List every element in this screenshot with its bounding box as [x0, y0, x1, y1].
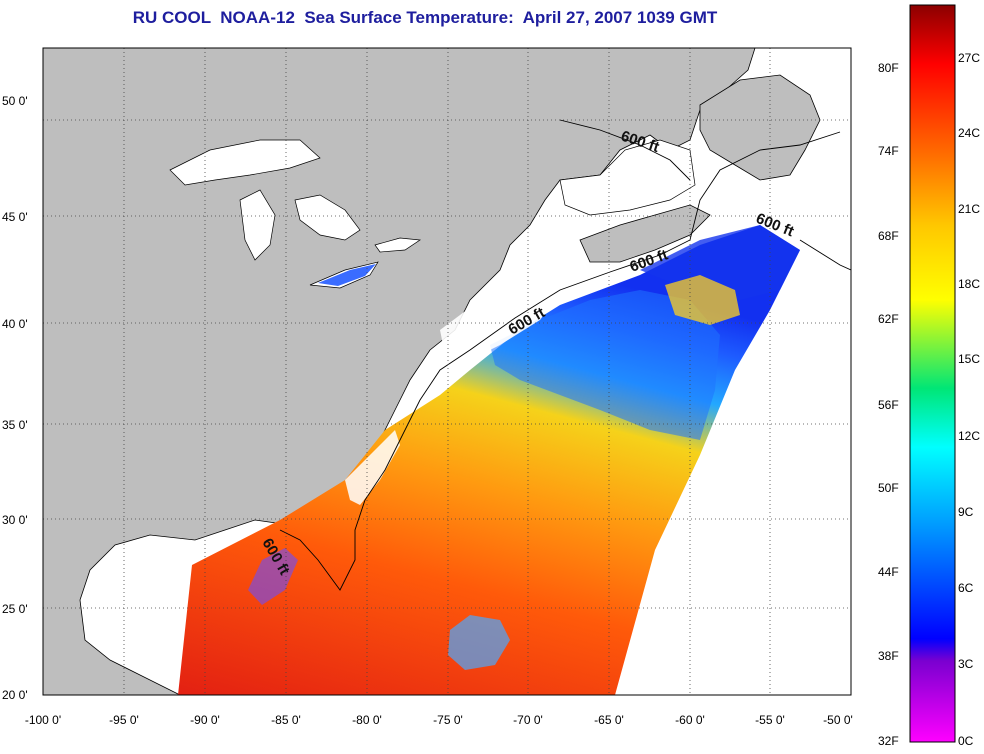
colorbar-c-label: 15C	[958, 352, 980, 366]
nova-scotia-land	[579, 204, 711, 263]
colorbar-c-label: 21C	[958, 202, 980, 216]
colorbar-f-label: 44F	[878, 565, 899, 579]
colorbar-c-label: 6C	[958, 581, 974, 595]
colorbar-f-label: 56F	[878, 398, 899, 412]
lat-tick-label: 20 0'	[2, 688, 28, 702]
lon-tick-label: -70 0'	[513, 713, 543, 727]
lon-tick-label: -95 0'	[109, 713, 139, 727]
lat-tick-label: 40 0'	[2, 317, 28, 331]
colorbar-f-label: 80F	[878, 61, 899, 75]
lon-tick-label: -75 0'	[433, 713, 463, 727]
colorbar-c-label: 12C	[958, 429, 980, 443]
lon-tick-label: -50 0'	[823, 713, 853, 727]
colorbar-f-label: 68F	[878, 229, 899, 243]
colorbar-c-label: 3C	[958, 657, 974, 671]
lat-tick-label: 30 0'	[2, 513, 28, 527]
lake-superior	[169, 139, 321, 186]
colorbar-f-label: 32F	[878, 734, 899, 748]
lon-tick-label: -85 0'	[271, 713, 301, 727]
lat-tick-label: 25 0'	[2, 602, 28, 616]
bahamas-cloud	[448, 615, 510, 670]
isobath-600ft	[279, 119, 841, 591]
warm-eddy	[665, 275, 740, 325]
map-title: RU COOL NOAA-12 Sea Surface Temperature:…	[132, 8, 718, 27]
lat-tick-label: 50 0'	[2, 94, 28, 108]
colorbar-c-label: 0C	[958, 734, 974, 748]
colorbar-f-label: 62F	[878, 312, 899, 326]
graticule	[43, 48, 851, 695]
gulf-mexico-blue	[248, 548, 298, 605]
newfoundland-land	[699, 74, 821, 181]
lon-tick-label: -80 0'	[352, 713, 382, 727]
colorbar-gradient	[909, 4, 956, 743]
lon-tick-label: -100 0'	[25, 713, 61, 727]
lon-tick-label: -65 0'	[594, 713, 624, 727]
lat-tick-label: 45 0'	[2, 210, 28, 224]
colorbar-c-label: 18C	[958, 277, 980, 291]
isobath-600ft-ne	[799, 239, 851, 271]
plot-frame	[42, 47, 852, 696]
lat-tick-label: 35 0'	[2, 418, 28, 432]
longitude-axis: -100 0' -95 0' -90 0' -85 0' -80 0' -75 …	[25, 713, 853, 727]
colorbar-c-label: 27C	[958, 51, 980, 65]
lon-tick-label: -55 0'	[755, 713, 785, 727]
latitude-axis: 50 0' 45 0' 40 0' 35 0' 30 0' 25 0' 20 0…	[2, 94, 28, 702]
colorbar-c-label: 9C	[958, 505, 974, 519]
colorbar-c-label: 24C	[958, 126, 980, 140]
lake-erie-sst	[318, 264, 376, 286]
lon-tick-label: -60 0'	[675, 713, 705, 727]
se-coast-cloud	[345, 430, 400, 505]
colorbar-f-label: 74F	[878, 144, 899, 158]
colorbar-f-label: 50F	[878, 481, 899, 495]
gulf-st-lawrence	[559, 139, 696, 216]
cold-slope-water	[490, 290, 720, 440]
ne-shelf-white	[440, 290, 555, 360]
lon-tick-label: -90 0'	[190, 713, 220, 727]
colorbar: 80F 74F 68F 62F 56F 50F 44F 38F 32F 27C …	[878, 4, 980, 748]
lake-michigan-huron	[239, 189, 361, 261]
colorbar-f-label: 38F	[878, 649, 899, 663]
